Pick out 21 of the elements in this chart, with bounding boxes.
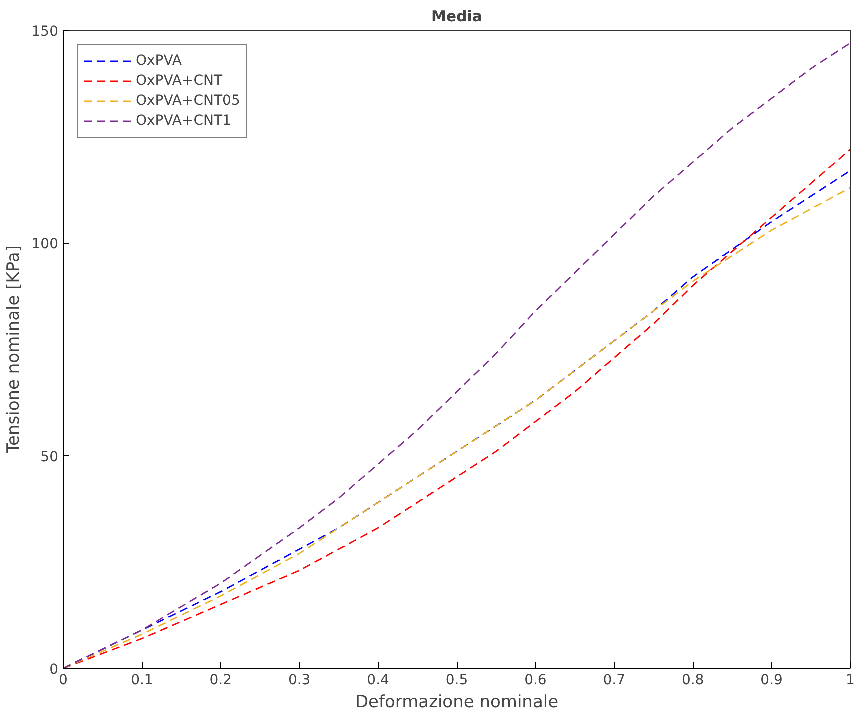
x-tick-label: 0.3 [288, 672, 311, 688]
x-tick-label: 0.6 [524, 672, 547, 688]
x-tick-label: 0.8 [682, 672, 704, 688]
x-tick-label: 0.7 [603, 672, 626, 688]
legend-label: OxPVA [136, 53, 182, 69]
x-tick-label: 0.5 [446, 672, 468, 688]
x-tick-label: 0.1 [131, 672, 154, 688]
y-axis-title: Tensione nominale [KPa] [4, 246, 24, 454]
x-tick-label: 0.4 [367, 672, 390, 688]
x-axis-title: Deformazione nominale [355, 692, 559, 712]
y-tick-label: 150 [32, 24, 59, 40]
y-tick-label: 100 [32, 236, 59, 253]
y-tick-label: 50 [40, 449, 59, 466]
y-tick-label: 0 [50, 662, 59, 678]
x-tick-label: 0.9 [760, 672, 783, 688]
legend-label: OxPVA+CNT05 [136, 93, 240, 109]
legend-label: OxPVA+CNT [136, 73, 223, 89]
x-tick-label: 0.2 [210, 672, 232, 688]
chart-title: Media [431, 8, 483, 26]
x-tick-label: 1 [846, 672, 855, 688]
legend-label: OxPVA+CNT1 [136, 113, 232, 129]
